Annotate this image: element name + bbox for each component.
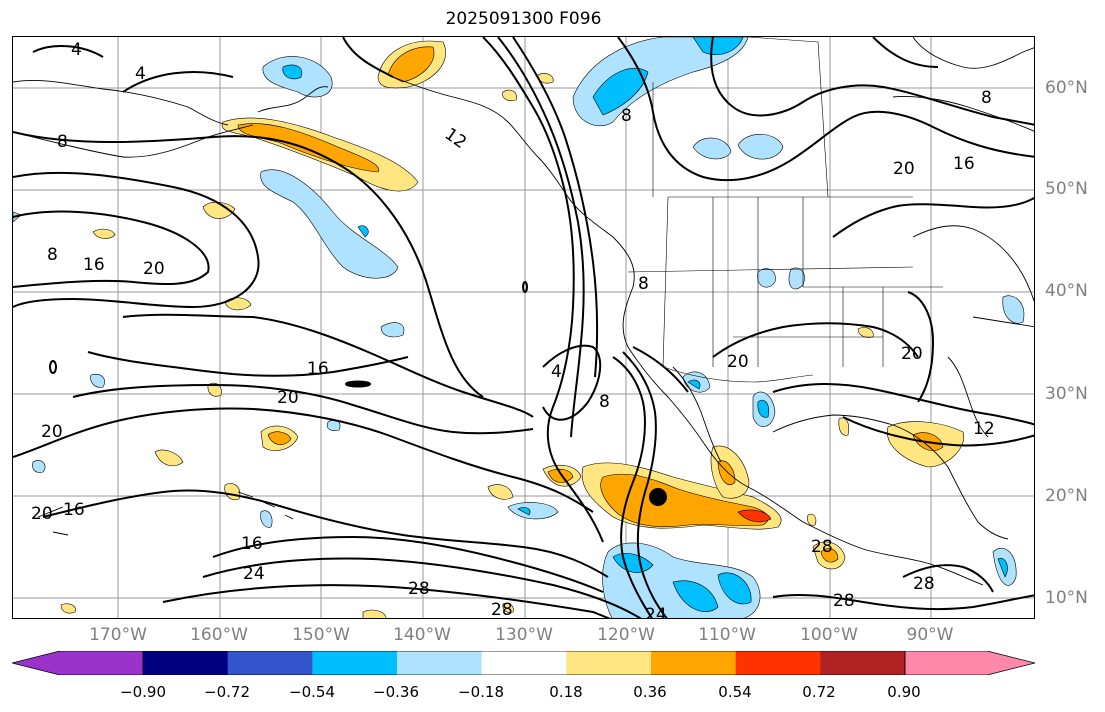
colorbar-tick-label: −0.90 [120,683,166,701]
contour-label: 16 [83,255,105,275]
contour-label: 8 [981,88,992,108]
latitude-label: 20°N [1045,486,1088,506]
contour-label: 4 [71,40,82,60]
contour-label: 12 [973,419,995,439]
longitude-label: 160°W [190,625,248,645]
contour-label: 4 [551,362,562,382]
contour-label: 20 [893,159,915,179]
colorbar-cell [12,651,143,675]
latitude-label: 50°N [1045,179,1088,199]
colorbar-tick-label: 0.90 [887,683,921,701]
longitude-label: 170°W [89,625,147,645]
contour-label: 8 [638,274,649,294]
longitude-label: 90°W [906,625,954,645]
contour-label: 16 [953,154,975,174]
longitude-label: 100°W [800,625,858,645]
contour-label: 8 [47,245,58,265]
contour-label: 28 [491,600,513,619]
contour-label: 8 [599,392,610,412]
latitude-label: 30°N [1045,384,1088,404]
contour-label: 8 [57,132,68,152]
contour-label: 20 [31,504,53,524]
colorbar-cell [481,651,567,675]
colorbar-tick-label: 0.54 [718,683,752,701]
contour-label: 16 [63,500,85,520]
contour-label: 28 [833,591,855,611]
contour-label: 12 [441,124,470,153]
coastlines [13,37,1034,586]
longitude-label: 150°W [292,625,350,645]
colorbar-cell [905,651,1035,675]
colorbar-tick-label: 0.72 [802,683,836,701]
colorbar-tick-label: −0.54 [289,683,335,701]
latitude-label: 10°N [1045,588,1088,608]
map-title: 2025091300 F096 [445,9,602,29]
contour-label: 20 [901,344,923,364]
colorbar-tick-label: −0.72 [204,683,250,701]
negative-anomaly-shading [13,37,1025,618]
colorbar-cell [227,651,313,675]
contour-label: 16 [307,359,329,379]
latitude-label: 40°N [1045,281,1088,301]
contour-blobs [49,281,528,388]
contour-label: 28 [811,537,833,557]
storm-center-marker [649,488,667,506]
contour-label: 20 [143,259,165,279]
colorbar-cell [312,651,398,675]
longitude-label: 140°W [393,625,451,645]
graticule [13,37,1034,618]
colorbar-cell [566,651,652,675]
contour-lines [13,37,1034,618]
colorbar-tick-label: 0.18 [549,683,583,701]
political-boundaries [627,37,943,383]
map-panel: 4 4 8 8 8 8 12 12 16 16 16 16 20 20 20 2… [12,36,1035,619]
positive-anomaly-shading [60,40,965,618]
latitude-label: 60°N [1045,78,1088,98]
contour-label: 20 [727,352,749,372]
contour-label: 8 [621,106,632,126]
colorbar-cell [651,651,737,675]
contour-label: 16 [241,534,263,554]
contour-label: 4 [135,64,146,84]
colorbar-cell [143,651,229,675]
colorbar-tick-label: −0.18 [458,683,504,701]
colorbar-tick-label: −0.36 [373,683,419,701]
contour-label: 24 [243,564,265,584]
colorbar-cell [397,651,483,675]
contour-label: 28 [913,574,935,594]
colorbar-cell [820,651,906,675]
map-canvas: 4 4 8 8 8 8 12 12 16 16 16 16 20 20 20 2… [13,37,1034,619]
longitude-label: 130°W [495,625,553,645]
colorbar-cell [735,651,821,675]
contour-label: 24 [645,605,667,619]
contour-label: 20 [277,388,299,408]
colorbar-tick-label: 0.36 [633,683,667,701]
contour-label: 20 [41,422,63,442]
colorbar [12,651,1035,675]
longitude-label: 110°W [698,625,756,645]
longitude-label: 120°W [597,625,655,645]
contour-label: 28 [408,579,430,599]
